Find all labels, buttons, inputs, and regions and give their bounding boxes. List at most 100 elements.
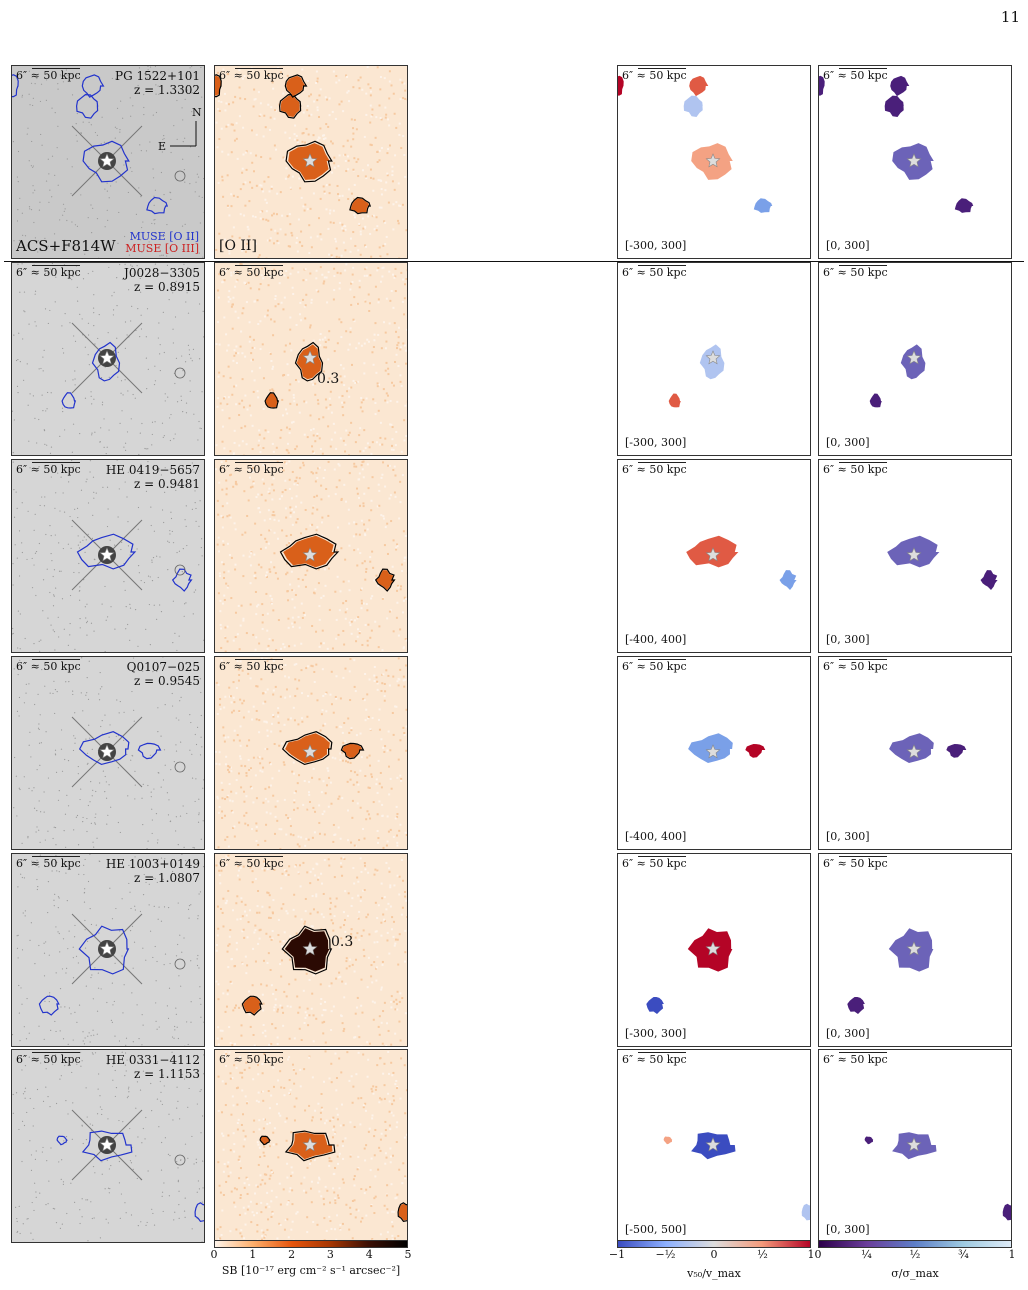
hst-image-panel: 6″ ≈ 50 kpc HE 1003+0149 z = 1.0807 bbox=[11, 853, 205, 1047]
galaxy-marker bbox=[174, 958, 186, 970]
colorbar-tick: ½ bbox=[757, 1248, 768, 1261]
sb-blob bbox=[286, 75, 306, 97]
scale-bar bbox=[235, 1052, 283, 1053]
velocity-region bbox=[646, 997, 664, 1014]
colorbar-tick: −1 bbox=[608, 1248, 626, 1261]
velocity-range: [-300, 300] bbox=[625, 1027, 687, 1040]
scale-bar bbox=[32, 68, 80, 69]
sb-map bbox=[215, 263, 407, 455]
dispersion-scale-label: 6″ ≈ 50 kpc bbox=[823, 1052, 888, 1066]
scale-bar bbox=[32, 265, 80, 266]
dispersion-region bbox=[954, 198, 974, 213]
hst-image-panel: 6″ ≈ 50 kpc J0028−3305 z = 0.8915 bbox=[11, 262, 205, 456]
dispersion-region bbox=[847, 997, 865, 1014]
quasar-star-marker bbox=[906, 547, 922, 562]
scale-bar bbox=[839, 856, 887, 857]
muse-legend: MUSE [O II] MUSE [O III] bbox=[125, 231, 199, 255]
sb-map-panel: 6″ ≈ 50 kpc bbox=[214, 1049, 408, 1243]
quasar-label: Q0107−025 z = 0.9545 bbox=[127, 660, 200, 688]
sb-map-panel: 6″ ≈ 50 kpc [O II] bbox=[214, 65, 408, 259]
sb-map bbox=[215, 66, 407, 258]
velocity-region bbox=[745, 744, 766, 758]
sb-contour bbox=[281, 731, 333, 766]
velocity-map bbox=[668, 344, 725, 408]
colorbar-tick: 5 bbox=[404, 1248, 412, 1261]
galaxy-marker bbox=[174, 1154, 186, 1166]
quasar-label: HE 0331−4112 z = 1.1153 bbox=[106, 1053, 200, 1081]
oii-contour bbox=[61, 392, 77, 409]
velocity-map-panel: 6″ ≈ 50 kpc [-400, 400] bbox=[617, 459, 811, 653]
sb-blob bbox=[243, 997, 261, 1014]
velocity-region bbox=[618, 75, 624, 96]
sb-contour-level: 0.3 bbox=[317, 371, 340, 387]
oii-contour bbox=[56, 1135, 68, 1146]
dispersion-region bbox=[980, 570, 998, 590]
dispersion-range: [0, 300] bbox=[826, 1223, 870, 1236]
quasar-label: HE 1003+0149 z = 1.0807 bbox=[106, 857, 200, 885]
oii-line-label: [O II] bbox=[219, 238, 257, 254]
dispersion-range: [0, 300] bbox=[826, 1027, 870, 1040]
hst-image bbox=[12, 854, 204, 1046]
sb-blob bbox=[285, 733, 330, 763]
dispersion-region bbox=[1002, 1203, 1011, 1221]
colorbar-tick: ¼ bbox=[861, 1248, 872, 1261]
scale-bar bbox=[638, 265, 686, 266]
velocity-map-panel: 6″ ≈ 50 kpc [-300, 300] bbox=[617, 262, 811, 456]
dispersion-map-panel: 6″ ≈ 50 kpc [0, 300] bbox=[818, 459, 1012, 653]
sb-contour bbox=[340, 742, 365, 760]
colorbar-tick: 3 bbox=[326, 1248, 334, 1261]
quasar-star-marker bbox=[99, 941, 115, 956]
scale-bar bbox=[32, 659, 80, 660]
scale-bar bbox=[638, 856, 686, 857]
sb-blob bbox=[398, 1203, 407, 1221]
sb-contour-level: 0.3 bbox=[331, 934, 354, 950]
sb-contour bbox=[278, 93, 302, 119]
oii-contour bbox=[137, 742, 162, 760]
velocity-colorbar-label: v₅₀/v_max bbox=[687, 1267, 741, 1280]
scale-bar bbox=[235, 265, 283, 266]
quasar-star-marker bbox=[705, 547, 721, 562]
dispersion-map bbox=[869, 344, 926, 408]
sb-map-panel: 6″ ≈ 50 kpc bbox=[214, 459, 408, 653]
velocity-colorbar bbox=[617, 1240, 811, 1248]
sb-blob bbox=[376, 570, 394, 590]
scale-bar bbox=[235, 68, 283, 69]
oii-contour bbox=[76, 533, 137, 570]
quasar-star-marker bbox=[302, 153, 318, 168]
sb-scale-label: 6″ ≈ 50 kpc bbox=[219, 265, 284, 279]
hst-image bbox=[12, 263, 204, 455]
galaxy-marker bbox=[174, 367, 186, 379]
colorbar-tick: 1 bbox=[807, 1248, 815, 1261]
scale-bar bbox=[839, 659, 887, 660]
sb-contour bbox=[294, 341, 324, 382]
dispersion-map-panel: 6″ ≈ 50 kpc [0, 300] bbox=[818, 262, 1012, 456]
dispersion-map-panel: 6″ ≈ 50 kpc [0, 300] bbox=[818, 65, 1012, 259]
quasar-name: HE 0419−5657 bbox=[105, 463, 200, 477]
quasar-redshift: z = 0.8915 bbox=[134, 280, 200, 294]
sb-contour bbox=[284, 74, 308, 98]
quasar-label: HE 0419−5657 z = 0.9481 bbox=[106, 463, 200, 491]
sb-colorbar bbox=[214, 1240, 408, 1248]
oii-contour bbox=[146, 196, 169, 215]
sb-map bbox=[215, 657, 407, 849]
sb-blob bbox=[280, 95, 300, 117]
oii-contour bbox=[171, 568, 193, 592]
dispersion-scale-label: 6″ ≈ 50 kpc bbox=[823, 856, 888, 870]
hst-scale-label: 6″ ≈ 50 kpc bbox=[16, 462, 81, 476]
dispersion-region bbox=[890, 75, 910, 97]
sb-contour bbox=[397, 1202, 407, 1222]
quasar-star-marker bbox=[705, 941, 721, 956]
quasar-star-marker bbox=[302, 1137, 318, 1152]
sb-map-panel: 6″ ≈ 50 kpc 0.3 bbox=[214, 853, 408, 1047]
velocity-region bbox=[779, 570, 797, 590]
dispersion-map-panel: 6″ ≈ 50 kpc [0, 300] bbox=[818, 853, 1012, 1047]
oii-contour bbox=[91, 341, 121, 382]
velocity-range: [-500, 500] bbox=[625, 1223, 687, 1236]
scale-bar bbox=[839, 265, 887, 266]
dispersion-map bbox=[864, 1132, 1011, 1221]
velocity-scale-label: 6″ ≈ 50 kpc bbox=[622, 856, 687, 870]
hst-image-panel: 6″ ≈ 50 kpc HE 0331−4112 z = 1.1153 bbox=[11, 1049, 205, 1243]
sb-scale-label: 6″ ≈ 50 kpc bbox=[219, 462, 284, 476]
sb-contour bbox=[279, 533, 340, 570]
oii-contour bbox=[78, 731, 130, 766]
